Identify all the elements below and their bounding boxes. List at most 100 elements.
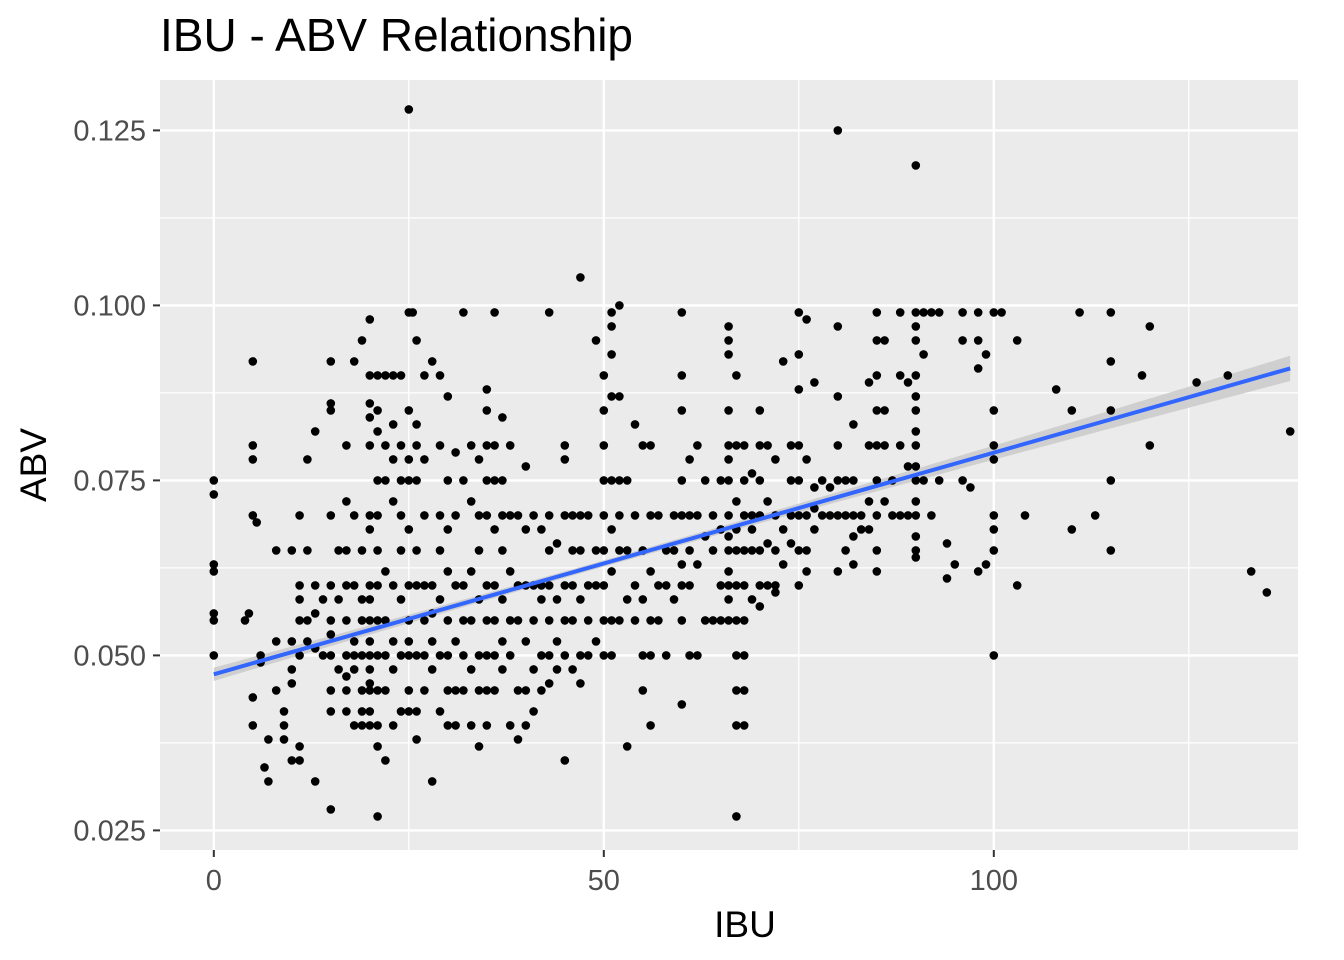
data-point — [724, 455, 733, 464]
data-point — [911, 546, 921, 555]
data-point — [443, 476, 453, 485]
minor-gridlines — [160, 80, 1298, 850]
data-point — [599, 581, 609, 590]
data-point — [209, 616, 219, 625]
data-point — [451, 448, 460, 457]
data-point — [459, 651, 468, 660]
data-point — [763, 497, 772, 506]
data-point — [271, 546, 281, 555]
plot-panel — [160, 80, 1298, 850]
data-point — [373, 721, 382, 730]
data-point — [599, 476, 609, 485]
data-point — [880, 497, 889, 506]
data-point — [568, 546, 577, 555]
data-point — [240, 616, 250, 625]
data-point — [1106, 476, 1116, 485]
data-point — [622, 595, 632, 604]
data-point — [958, 336, 967, 345]
data-point — [607, 350, 616, 359]
data-point — [724, 336, 733, 345]
data-point — [342, 686, 351, 695]
data-point — [880, 406, 889, 415]
data-point — [466, 567, 476, 576]
data-point — [630, 581, 640, 590]
data-point — [271, 637, 281, 646]
data-point — [864, 378, 874, 387]
data-point — [560, 756, 570, 765]
data-point — [544, 616, 554, 625]
data-point — [755, 602, 765, 611]
data-point — [435, 441, 445, 450]
data-point — [388, 581, 398, 590]
data-point — [342, 707, 351, 716]
data-point — [381, 567, 390, 576]
data-point — [1106, 546, 1116, 555]
data-point — [1223, 371, 1233, 380]
data-point — [732, 651, 741, 660]
data-point — [412, 735, 421, 744]
data-point — [482, 581, 492, 590]
data-point — [771, 588, 780, 597]
data-point — [310, 581, 320, 590]
data-point — [209, 560, 219, 569]
data-point — [396, 476, 406, 485]
data-point — [420, 371, 429, 380]
data-point — [287, 679, 297, 688]
data-point — [833, 126, 843, 135]
data-point — [771, 455, 780, 464]
data-point — [677, 700, 687, 709]
data-point — [591, 637, 601, 646]
data-point — [279, 735, 289, 744]
data-point — [615, 511, 624, 520]
data-point — [622, 546, 632, 555]
data-point — [732, 441, 741, 450]
data-point — [373, 686, 382, 695]
data-point — [599, 546, 609, 555]
data-point — [388, 455, 398, 464]
data-point — [677, 476, 687, 485]
data-point — [841, 476, 850, 485]
data-point — [739, 511, 749, 520]
data-point — [521, 686, 531, 695]
data-point — [849, 511, 858, 520]
data-point — [349, 637, 359, 646]
data-point — [365, 651, 375, 660]
data-point — [794, 546, 804, 555]
data-point — [498, 546, 507, 555]
data-point — [334, 595, 343, 604]
data-point — [763, 441, 772, 450]
data-point — [739, 581, 749, 590]
data-point — [950, 560, 960, 569]
data-point — [396, 511, 406, 520]
data-point — [654, 511, 663, 520]
data-point — [381, 616, 390, 625]
data-point — [911, 392, 921, 401]
data-point — [677, 581, 687, 590]
data-point — [716, 616, 726, 625]
data-point — [583, 651, 593, 660]
data-point — [349, 721, 359, 730]
data-point — [973, 336, 983, 345]
data-point — [638, 651, 648, 660]
data-point — [646, 441, 655, 450]
data-point — [264, 735, 273, 744]
data-point — [934, 476, 944, 485]
data-point — [388, 497, 398, 506]
data-point — [498, 637, 507, 646]
data-point — [443, 616, 453, 625]
data-point — [817, 476, 827, 485]
data-point — [490, 616, 499, 625]
data-point — [919, 476, 928, 485]
data-point — [466, 665, 476, 674]
data-point — [412, 336, 421, 345]
data-point — [646, 567, 655, 576]
data-point — [544, 511, 554, 520]
data-point — [505, 567, 515, 576]
data-point — [1246, 567, 1256, 576]
data-point — [919, 350, 928, 359]
data-point — [1106, 357, 1116, 366]
data-point — [880, 441, 889, 450]
data-point — [365, 399, 375, 408]
data-point — [466, 497, 476, 506]
data-point — [326, 399, 336, 408]
